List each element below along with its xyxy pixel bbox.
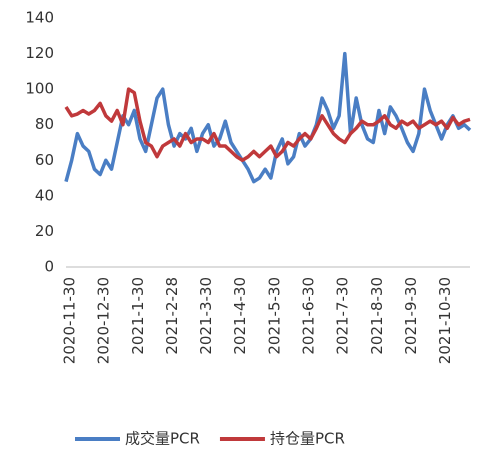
- y-tick-label: 60: [35, 151, 54, 169]
- x-tick-label: 2020-11-30: [61, 277, 79, 364]
- x-tick-label: 2021-1-30: [129, 277, 147, 355]
- y-tick-label: 20: [35, 222, 54, 240]
- y-tick-label: 140: [25, 9, 54, 27]
- y-tick-label: 0: [44, 258, 54, 276]
- legend-label: 持仓量PCR: [270, 430, 345, 448]
- legend-label: 成交量PCR: [125, 430, 200, 448]
- y-tick-label: 100: [25, 80, 54, 98]
- x-tick-label: 2021-8-30: [368, 277, 386, 355]
- x-tick-label: 2021-4-30: [231, 277, 249, 355]
- y-tick-label: 120: [25, 44, 54, 62]
- x-tick-label: 2021-5-30: [265, 277, 283, 355]
- y-tick-label: 40: [35, 186, 54, 204]
- x-tick-label: 2021-3-30: [197, 277, 215, 355]
- x-tick-label: 2021-7-30: [334, 277, 352, 355]
- x-tick-label: 2021-10-30: [436, 277, 454, 364]
- y-tick-label: 80: [35, 115, 54, 133]
- series-line: [64, 87, 471, 163]
- x-tick-label: 2020-12-30: [95, 277, 113, 364]
- x-tick-label: 2021-2-28: [163, 277, 181, 355]
- series-line: [64, 51, 472, 184]
- x-tick-label: 2021-9-30: [402, 277, 420, 355]
- x-tick-label: 2021-6-30: [299, 277, 317, 355]
